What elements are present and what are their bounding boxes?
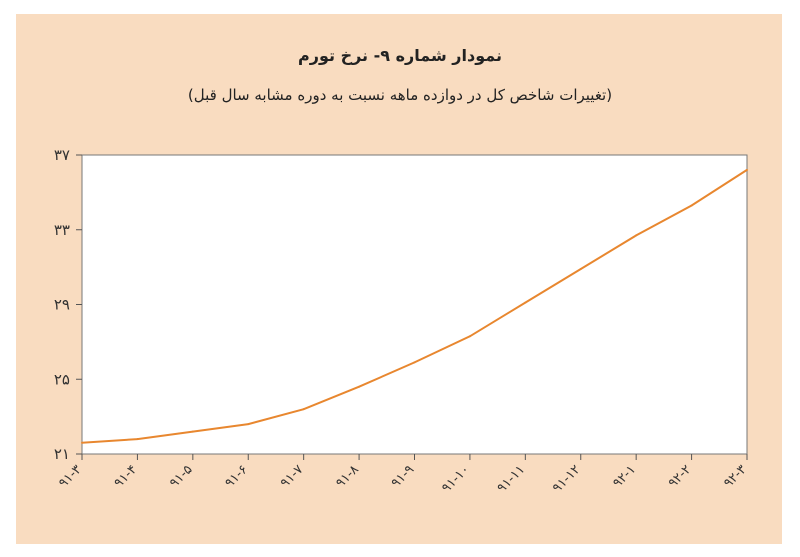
chart-subtitle: (تغییرات شاخص کل در دوازده ماهه نسبت به … xyxy=(187,86,613,104)
x-tick-label: ۹۱-۶ xyxy=(222,462,251,491)
x-tick-label: ۹۱-۱۱ xyxy=(494,462,528,496)
data-point xyxy=(358,385,361,388)
data-point xyxy=(136,438,139,441)
y-tick-label: ۳۷ xyxy=(54,146,70,164)
data-point xyxy=(413,361,416,364)
x-tick-label: ۹۱-۵ xyxy=(167,462,196,491)
data-point xyxy=(579,267,582,270)
data-point xyxy=(746,168,748,171)
data-point xyxy=(524,301,527,304)
data-point xyxy=(191,430,194,433)
y-tick-label: ۲۱ xyxy=(54,445,70,463)
x-tick-label: ۹۱-۳ xyxy=(56,462,85,491)
x-tick-label: ۹۲-۱ xyxy=(610,462,639,491)
data-point xyxy=(635,234,638,237)
x-tick-label: ۹۱-۷ xyxy=(278,462,307,491)
data-point xyxy=(302,408,305,411)
x-tick-label: ۹۱-۸ xyxy=(333,462,362,491)
x-tick-label: ۹۲-۲ xyxy=(666,462,695,491)
y-tick-label: ۲۹ xyxy=(54,296,70,314)
data-point xyxy=(247,423,250,426)
data-point xyxy=(468,335,471,338)
y-tick-label: ۳۳ xyxy=(54,221,70,239)
x-tick-label: ۹۱-۱۲ xyxy=(550,462,584,496)
data-point xyxy=(690,204,693,207)
x-tick-label: ۹۱-۹ xyxy=(389,462,418,491)
x-tick-label: ۹۲-۳ xyxy=(721,462,750,491)
y-tick-label: ۲۵ xyxy=(54,370,70,388)
plot-area xyxy=(81,154,748,455)
data-point xyxy=(81,441,83,444)
x-tick-label: ۹۱-۴ xyxy=(112,462,141,491)
chart-title: نمودار شماره ۹- نرخ تورم xyxy=(298,46,502,65)
x-tick-label: ۹۱-۱۰ xyxy=(439,462,473,496)
